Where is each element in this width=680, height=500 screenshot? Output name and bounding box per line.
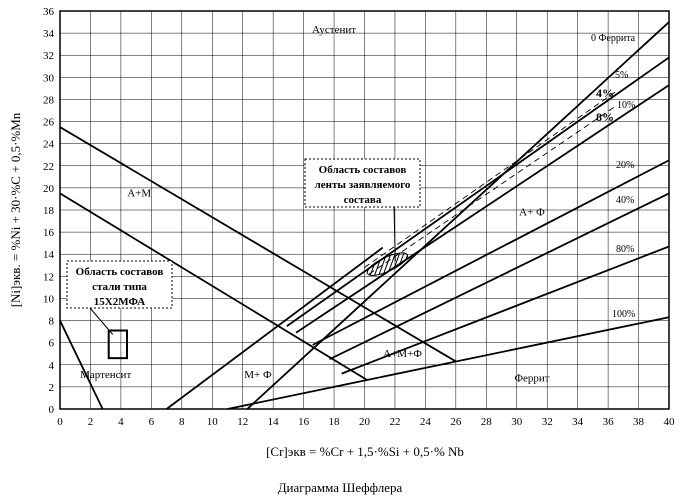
grid <box>60 11 669 409</box>
x-tick-label: 6 <box>149 416 155 428</box>
x-tick-label: 22 <box>389 416 400 428</box>
y-tick-label: 16 <box>43 227 55 239</box>
callout-1-line-2: состава <box>344 194 382 206</box>
y-tick-label: 8 <box>49 316 55 328</box>
x-tick-label: 34 <box>572 416 584 428</box>
y-axis-label: [Ni]экв. = %Ni + 30·%C + 0,5·%Mn <box>8 112 23 307</box>
ferrite-label-3: 8% <box>596 110 614 124</box>
x-tick-label: 10 <box>207 416 219 428</box>
x-tick-label: 14 <box>268 416 280 428</box>
callout-1-line-1: ленты заявляемого <box>315 179 411 191</box>
x-tick-label: 38 <box>633 416 645 428</box>
x-tick-label: 8 <box>179 416 185 428</box>
region-label-6: Феррит <box>514 372 549 384</box>
y-tick-label: 24 <box>43 139 55 151</box>
callout-2-leader <box>90 308 113 335</box>
y-tick-label: 10 <box>43 293 55 305</box>
callout-2-line-0: Область составов <box>76 266 164 278</box>
x-tick-label: 30 <box>511 416 523 428</box>
x-tick-label: 40 <box>664 416 676 428</box>
region-label-3: А+М+Ф <box>383 348 422 360</box>
y-tick-label: 28 <box>43 94 55 106</box>
y-tick-label: 0 <box>49 404 55 416</box>
x-tick-label: 32 <box>542 416 553 428</box>
region-label-4: Мартенсит <box>80 369 131 381</box>
y-tick-label: 32 <box>43 50 54 62</box>
y-tick-label: 20 <box>43 183 55 195</box>
ferrite-label-2: 4% <box>596 86 614 100</box>
x-tick-label: 0 <box>57 416 63 428</box>
y-tick-label: 6 <box>49 338 55 350</box>
region-label-0: Аустенит <box>312 24 356 36</box>
ferrite-label-8: 100% <box>612 309 635 320</box>
y-tick-label: 18 <box>43 205 55 217</box>
x-tick-label: 12 <box>237 416 248 428</box>
y-tick-label: 36 <box>43 6 55 18</box>
x-tick-label: 2 <box>88 416 94 428</box>
ferrite-line-8 <box>227 317 669 409</box>
x-tick-label: 20 <box>359 416 371 428</box>
x-tick-label: 18 <box>329 416 341 428</box>
region-label-2: А+ Ф <box>519 207 545 219</box>
target-rectangle <box>109 331 127 359</box>
x-tick-label: 26 <box>450 416 462 428</box>
ferrite-label-7: 80% <box>616 244 634 255</box>
y-tick-label: 34 <box>43 28 55 40</box>
x-tick-label: 28 <box>481 416 493 428</box>
callout-1-line-0: Область составов <box>319 164 407 176</box>
ferrite-label-4: 10% <box>617 100 635 111</box>
x-tick-label: 4 <box>118 416 124 428</box>
y-tick-label: 12 <box>43 271 54 283</box>
callout-2-line-1: стали типа <box>92 281 147 293</box>
y-tick-label: 22 <box>43 161 54 173</box>
ferrite-line-0 <box>247 22 669 409</box>
hatched-region <box>364 249 410 280</box>
ferrite-label-0: 0 Феррита <box>591 33 636 44</box>
ferrite-label-5: 20% <box>616 160 634 171</box>
callout-2-line-2: 15Х2МФА <box>94 296 145 308</box>
y-tick-label: 14 <box>43 249 55 261</box>
x-tick-label: 36 <box>603 416 615 428</box>
chart-title: Диаграмма Шеффлера <box>278 480 403 495</box>
region-label-5: М+ Ф <box>244 369 272 381</box>
region-label-1: А+М <box>127 188 151 200</box>
x-tick-label: 24 <box>420 416 432 428</box>
x-axis-label: [Cr]экв = %Cr + 1,5·%Si + 0,5·% Nb <box>266 444 464 459</box>
y-tick-label: 4 <box>49 360 55 372</box>
x-tick-label: 16 <box>298 416 310 428</box>
y-tick-label: 2 <box>49 382 55 394</box>
ferrite-label-6: 40% <box>616 195 634 206</box>
y-tick-label: 30 <box>43 72 55 84</box>
ferrite-label-1: 5% <box>615 70 628 81</box>
y-tick-label: 26 <box>43 117 55 129</box>
